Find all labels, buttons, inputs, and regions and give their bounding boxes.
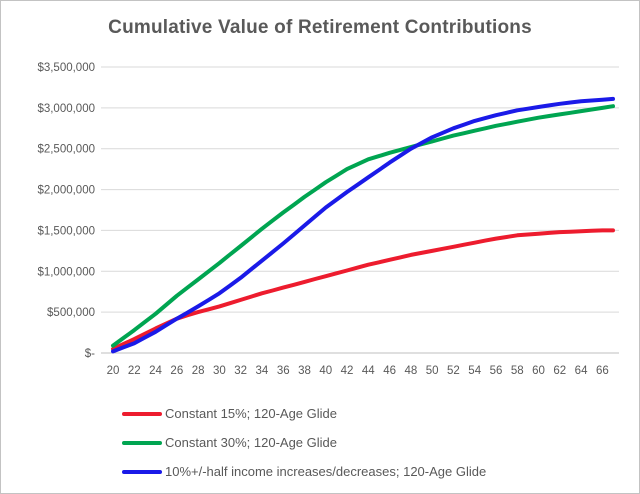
x-tick-label: 44 [362,365,375,377]
x-tick-label: 22 [128,365,141,377]
y-tick-label: $- [85,348,95,360]
x-tick-label: 48 [404,365,417,377]
y-tick-label: $2,000,000 [37,185,95,197]
x-tick-label: 40 [319,365,332,377]
x-tick-label: 32 [234,365,247,377]
x-tick-label: 38 [298,365,311,377]
series-line [111,96,615,354]
x-tick-label: 58 [511,365,524,377]
legend: Constant 15%; 120-Age Glide Constant 30%… [122,399,486,486]
legend-line-marker [122,411,162,416]
x-tick-label: 50 [426,365,439,377]
legend-line-marker [122,469,162,474]
x-tick-label: 36 [277,365,290,377]
x-tick-label: 64 [575,365,588,377]
chart-title: Cumulative Value of Retirement Contribut… [108,17,532,38]
x-tick-label: 34 [256,365,269,377]
legend-line-marker [122,440,162,445]
x-tick-label: 60 [532,365,545,377]
y-tick-label: $3,500,000 [37,62,95,74]
x-tick-label: 46 [383,365,396,377]
x-tick-label: 30 [213,365,226,377]
x-tick-label: 24 [149,365,162,377]
y-tick-label: $500,000 [47,307,95,319]
legend-item: Constant 30%; 120-Age Glide [122,428,486,457]
x-tick-label: 56 [490,365,503,377]
y-tick-label: $2,500,000 [37,144,95,156]
legend-label: 10%+/-half income increases/decreases; 1… [165,464,487,479]
x-tick-label: 62 [553,365,566,377]
x-tick-label: 20 [107,365,120,377]
legend-item: 10%+/-half income increases/decreases; 1… [122,457,486,486]
legend-item: Constant 15%; 120-Age Glide [122,399,486,428]
y-tick-label: $1,500,000 [37,225,95,237]
y-tick-label: $3,000,000 [37,103,95,115]
x-tick-label: 28 [192,365,205,377]
y-tick-label: $1,000,000 [37,266,95,278]
x-tick-label: 54 [468,365,481,377]
series-line [111,104,615,348]
x-tick-label: 66 [596,365,609,377]
legend-label: Constant 30%; 120-Age Glide [165,435,337,450]
series-line [111,228,615,351]
legend-label: Constant 15%; 120-Age Glide [165,406,337,421]
x-tick-label: 26 [170,365,183,377]
x-tick-label: 42 [341,365,354,377]
x-tick-label: 52 [447,365,460,377]
